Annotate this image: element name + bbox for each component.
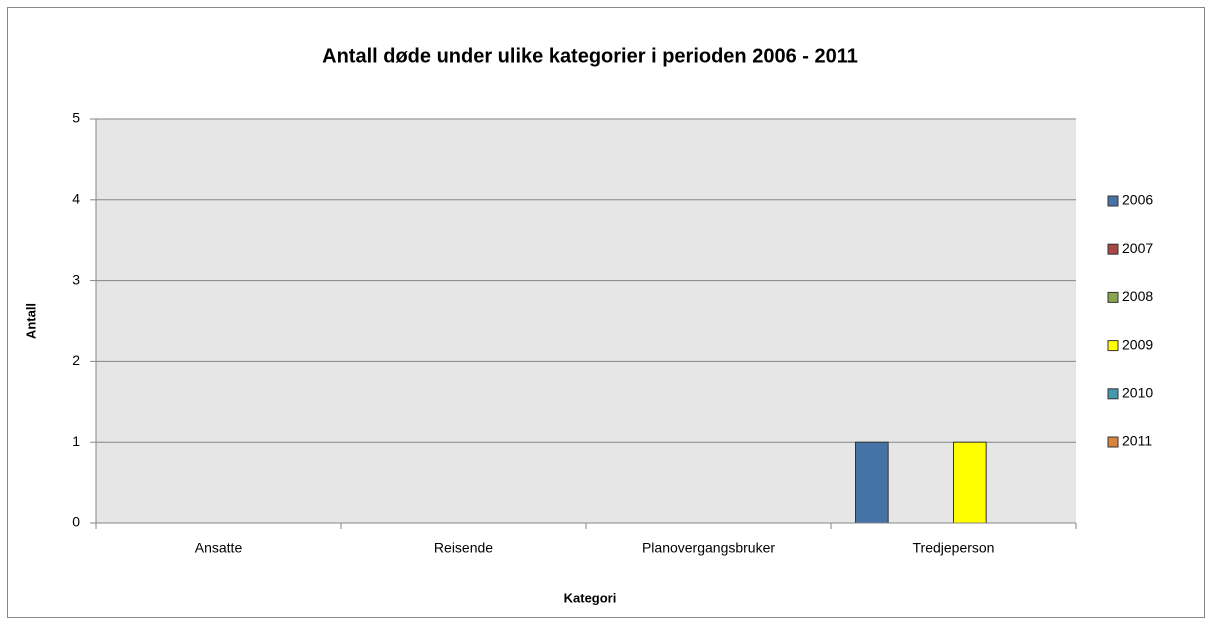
y-tick-label: 4	[72, 191, 80, 207]
x-tick-label: Tredjeperson	[913, 540, 995, 556]
plot-area	[96, 119, 1076, 523]
legend-label: 2008	[1122, 288, 1153, 304]
bar	[953, 441, 987, 524]
y-tick-label: 1	[72, 433, 80, 449]
legend-swatch	[1107, 388, 1119, 400]
legend-swatch	[1107, 243, 1119, 255]
legend-label: 2007	[1122, 240, 1153, 256]
legend-swatch	[1107, 291, 1119, 303]
x-tick-label: Planovergangsbruker	[642, 540, 775, 556]
x-tick-label: Ansatte	[195, 540, 243, 556]
legend-label: 2006	[1122, 192, 1153, 208]
y-tick-label: 0	[72, 514, 80, 530]
x-tick-label: Reisende	[434, 540, 493, 556]
bar	[855, 441, 889, 524]
y-tick-label: 3	[72, 271, 80, 287]
legend-swatch	[1107, 195, 1119, 207]
legend-label: 2009	[1122, 336, 1153, 352]
legend-label: 2011	[1122, 433, 1152, 449]
y-tick-label: 2	[72, 352, 80, 368]
legend-label: 2010	[1122, 385, 1153, 401]
chart-title: Antall døde under ulike kategorier i per…	[322, 45, 858, 67]
y-tick-label: 5	[72, 110, 80, 126]
x-axis-label: Kategori	[564, 590, 617, 605]
legend-swatch	[1107, 340, 1119, 352]
legend-swatch	[1107, 436, 1119, 448]
y-axis-label: Antall	[23, 303, 38, 339]
